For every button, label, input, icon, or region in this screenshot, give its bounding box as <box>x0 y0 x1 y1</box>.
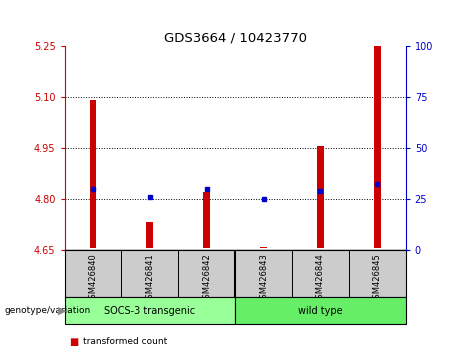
Text: genotype/variation: genotype/variation <box>5 306 91 315</box>
Text: wild type: wild type <box>298 306 343 316</box>
Bar <box>235 297 406 324</box>
Text: ▶: ▶ <box>58 306 66 316</box>
Bar <box>349 250 406 297</box>
Bar <box>292 250 349 297</box>
Title: GDS3664 / 10423770: GDS3664 / 10423770 <box>164 32 307 45</box>
Text: GSM426841: GSM426841 <box>145 253 154 304</box>
Text: GSM426843: GSM426843 <box>259 253 268 304</box>
Text: ■: ■ <box>69 337 78 347</box>
Bar <box>260 247 267 248</box>
Bar <box>65 297 235 324</box>
Bar <box>121 250 178 297</box>
Bar <box>317 146 324 248</box>
Bar <box>203 192 210 248</box>
Text: GSM426844: GSM426844 <box>316 253 325 304</box>
Text: GSM426840: GSM426840 <box>89 253 97 304</box>
Bar <box>374 46 381 248</box>
Text: SOCS-3 transgenic: SOCS-3 transgenic <box>104 306 195 316</box>
Text: GSM426845: GSM426845 <box>373 253 382 304</box>
Bar <box>235 250 292 297</box>
Bar <box>65 250 121 297</box>
Bar <box>147 222 153 248</box>
Bar <box>178 250 235 297</box>
Text: GSM426842: GSM426842 <box>202 253 211 304</box>
Text: transformed count: transformed count <box>83 337 167 346</box>
Bar <box>89 100 96 248</box>
